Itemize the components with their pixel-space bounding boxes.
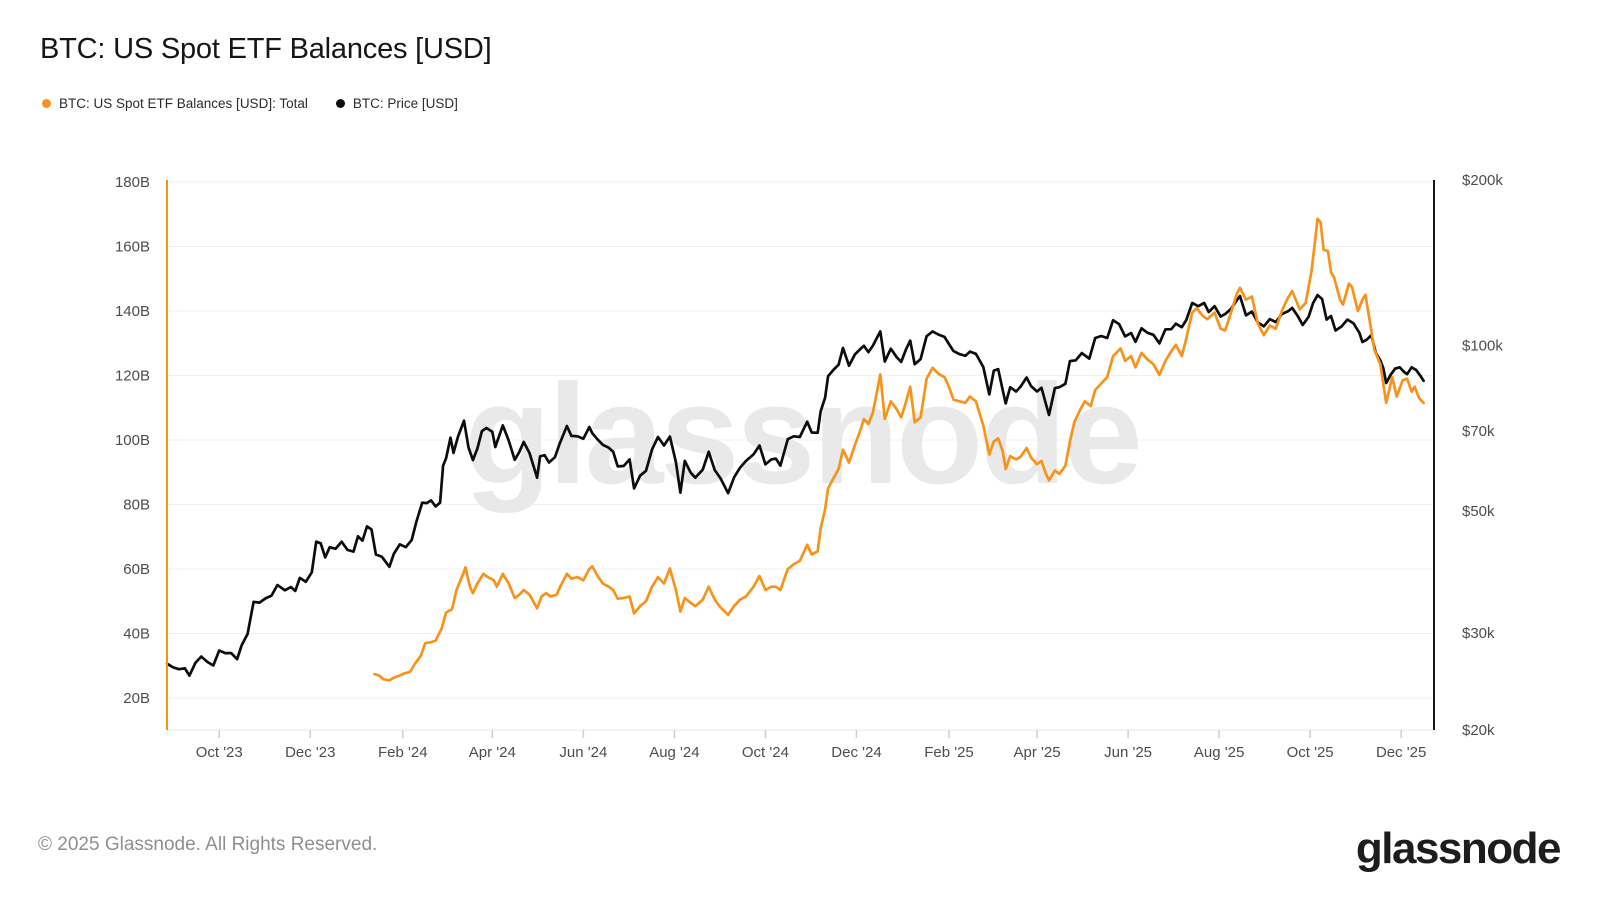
svg-text:Apr '24: Apr '24 [469,744,516,761]
svg-text:$20k: $20k [1462,722,1495,739]
svg-text:Aug '24: Aug '24 [649,744,699,761]
legend-item-btc-price[interactable]: BTC: Price [USD] [335,96,458,111]
legend-label-etf-balances: BTC: US Spot ETF Balances [USD]: Total [59,96,308,111]
svg-text:$200k: $200k [1462,172,1503,189]
y-axis-labels-right: $200k $100k $70k $50k $30k $20k [1462,172,1503,739]
legend-label-btc-price: BTC: Price [USD] [352,96,458,111]
svg-text:Jun '25: Jun '25 [1104,744,1152,761]
svg-text:120B: 120B [115,368,150,385]
svg-text:$30k: $30k [1462,625,1495,642]
series-line-etf-balances [373,217,1425,682]
svg-text:$100k: $100k [1462,338,1503,355]
svg-text:Dec '25: Dec '25 [1376,744,1426,761]
svg-text:140B: 140B [115,303,150,320]
svg-text:60B: 60B [123,561,150,578]
svg-text:$50k: $50k [1462,503,1495,520]
btc-price-series-swatch-icon [335,99,345,108]
svg-text:100B: 100B [115,432,150,449]
y-axis-labels-left: 180B 160B 140B 120B 100B 80B 60B 40B 20B [115,174,150,707]
svg-text:Jun '24: Jun '24 [559,744,607,761]
svg-text:Oct '25: Oct '25 [1287,744,1334,761]
svg-text:$70k: $70k [1462,423,1495,440]
legend-item-etf-balances[interactable]: BTC: US Spot ETF Balances [USD]: Total [42,96,308,111]
svg-text:Apr '25: Apr '25 [1014,744,1061,761]
svg-text:80B: 80B [123,497,150,514]
svg-text:20B: 20B [123,690,150,707]
svg-text:Oct '23: Oct '23 [196,744,243,761]
gridlines [167,181,1434,699]
svg-text:Feb '24: Feb '24 [378,744,428,761]
svg-text:Oct '24: Oct '24 [742,744,789,761]
copyright-text: © 2025 Glassnode. All Rights Reserved. [38,834,378,855]
glassnode-logo: glassnode [1355,824,1562,873]
x-axis: Oct '23 Dec '23 Feb '24 Apr '24 Jun '24 Aug '… [167,729,1434,761]
page-title: BTC: US Spot ETF Balances [USD] [40,33,492,65]
svg-text:180B: 180B [115,174,150,191]
svg-text:40B: 40B [123,626,150,643]
etf-balances-series-swatch-icon [42,99,51,108]
svg-text:Dec '23: Dec '23 [285,744,335,761]
svg-text:Feb '25: Feb '25 [924,744,974,761]
svg-text:Dec '24: Dec '24 [831,744,881,761]
chart-legend: BTC: US Spot ETF Balances [USD]: Total B… [42,96,458,111]
svg-text:160B: 160B [115,239,150,256]
svg-text:Aug '25: Aug '25 [1194,744,1244,761]
